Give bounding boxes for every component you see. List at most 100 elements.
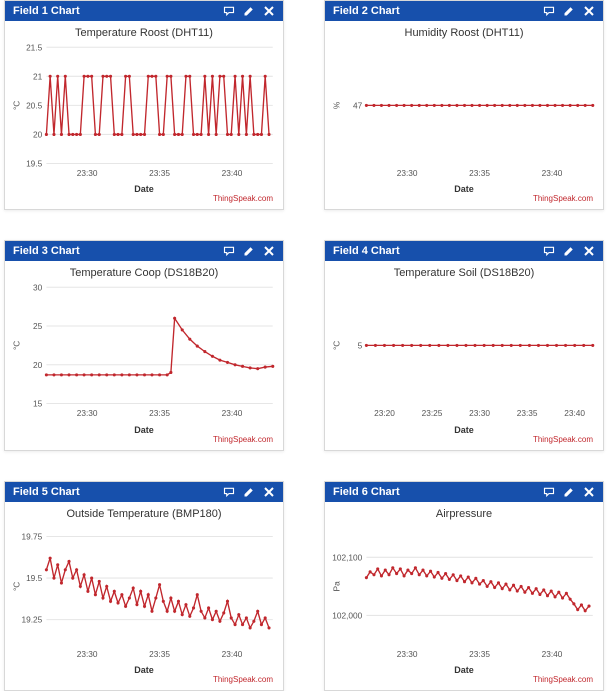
series-marker bbox=[425, 574, 428, 577]
comment-icon[interactable] bbox=[543, 486, 555, 498]
series-marker bbox=[561, 104, 564, 107]
series-marker bbox=[418, 573, 421, 576]
series-marker bbox=[52, 133, 55, 136]
series-marker bbox=[249, 626, 252, 629]
series-marker bbox=[380, 104, 383, 107]
series-marker bbox=[226, 361, 229, 364]
xtick-label: 23:40 bbox=[542, 168, 563, 178]
close-icon[interactable] bbox=[583, 486, 595, 498]
series-marker bbox=[463, 580, 466, 583]
attribution-link[interactable]: ThingSpeak.com bbox=[9, 435, 279, 448]
edit-icon[interactable] bbox=[563, 486, 575, 498]
series-marker bbox=[237, 613, 240, 616]
series-marker bbox=[200, 609, 203, 612]
ytick-label: 20.5 bbox=[26, 100, 43, 110]
series-marker bbox=[554, 104, 557, 107]
attribution-link[interactable]: ThingSpeak.com bbox=[329, 435, 599, 448]
series-line bbox=[46, 319, 272, 376]
comment-icon[interactable] bbox=[543, 5, 555, 17]
series-marker bbox=[271, 365, 274, 368]
edit-icon[interactable] bbox=[243, 486, 255, 498]
series-marker bbox=[512, 583, 515, 586]
series-line bbox=[366, 568, 589, 611]
edit-icon[interactable] bbox=[243, 245, 255, 257]
series-marker bbox=[218, 75, 221, 78]
series-marker bbox=[94, 593, 97, 596]
series-marker bbox=[124, 605, 127, 608]
chart-svg: 15202530°C23:3023:3523:40 bbox=[9, 281, 279, 426]
series-marker bbox=[473, 344, 476, 347]
comment-icon[interactable] bbox=[223, 245, 235, 257]
chart-svg: 5°C23:2023:2523:3023:3523:40 bbox=[329, 281, 599, 426]
series-marker bbox=[135, 374, 138, 377]
chart-wrap: Temperature Soil (DS18B20)5°C23:2023:252… bbox=[325, 261, 603, 449]
ytick-label: 30 bbox=[33, 283, 43, 293]
series-marker bbox=[455, 104, 458, 107]
series-marker bbox=[67, 374, 70, 377]
series-marker bbox=[83, 573, 86, 576]
series-marker bbox=[86, 590, 89, 593]
series-marker bbox=[384, 568, 387, 571]
series-marker bbox=[555, 344, 558, 347]
xtick-label: 23:30 bbox=[77, 649, 98, 659]
series-marker bbox=[401, 344, 404, 347]
series-marker bbox=[264, 75, 267, 78]
y-axis-label: °C bbox=[11, 581, 21, 590]
attribution-link[interactable]: ThingSpeak.com bbox=[329, 194, 599, 207]
series-marker bbox=[234, 75, 237, 78]
x-axis-label: Date bbox=[329, 425, 599, 435]
series-marker bbox=[116, 133, 119, 136]
series-marker bbox=[474, 576, 477, 579]
ytick-label: 20 bbox=[33, 130, 43, 140]
series-marker bbox=[49, 75, 52, 78]
series-marker bbox=[147, 75, 150, 78]
series-marker bbox=[591, 104, 594, 107]
close-icon[interactable] bbox=[583, 245, 595, 257]
series-marker bbox=[188, 614, 191, 617]
series-marker bbox=[399, 567, 402, 570]
series-marker bbox=[252, 133, 255, 136]
comment-icon[interactable] bbox=[223, 5, 235, 17]
series-marker bbox=[234, 623, 237, 626]
edit-icon[interactable] bbox=[563, 245, 575, 257]
close-icon[interactable] bbox=[583, 5, 595, 17]
series-marker bbox=[135, 603, 138, 606]
series-marker bbox=[60, 374, 63, 377]
series-marker bbox=[181, 329, 184, 332]
series-marker bbox=[433, 575, 436, 578]
series-marker bbox=[520, 585, 523, 588]
series-marker bbox=[256, 367, 259, 370]
ytick-label: 21.5 bbox=[26, 42, 43, 52]
series-marker bbox=[365, 576, 368, 579]
comment-icon[interactable] bbox=[223, 486, 235, 498]
x-axis-label: Date bbox=[9, 425, 279, 435]
series-marker bbox=[260, 623, 263, 626]
edit-icon[interactable] bbox=[563, 5, 575, 17]
series-marker bbox=[425, 104, 428, 107]
series-marker bbox=[75, 133, 78, 136]
attribution-link[interactable]: ThingSpeak.com bbox=[9, 675, 279, 688]
series-marker bbox=[264, 616, 267, 619]
series-marker bbox=[196, 593, 199, 596]
attribution-link[interactable]: ThingSpeak.com bbox=[329, 675, 599, 688]
comment-icon[interactable] bbox=[543, 245, 555, 257]
series-marker bbox=[436, 571, 439, 574]
close-icon[interactable] bbox=[263, 486, 275, 498]
close-icon[interactable] bbox=[263, 5, 275, 17]
series-marker bbox=[433, 104, 436, 107]
series-marker bbox=[448, 578, 451, 581]
xtick-label: 23:40 bbox=[564, 408, 585, 418]
series-marker bbox=[418, 104, 421, 107]
close-icon[interactable] bbox=[263, 245, 275, 257]
series-marker bbox=[79, 585, 82, 588]
series-marker bbox=[440, 104, 443, 107]
ytick-label: 21 bbox=[33, 71, 43, 81]
series-marker bbox=[132, 133, 135, 136]
attribution-link[interactable]: ThingSpeak.com bbox=[9, 194, 279, 207]
chart-wrap: Temperature Coop (DS18B20)15202530°C23:3… bbox=[5, 261, 283, 449]
series-marker bbox=[101, 75, 104, 78]
series-marker bbox=[576, 104, 579, 107]
series-marker bbox=[207, 133, 210, 136]
series-marker bbox=[406, 568, 409, 571]
edit-icon[interactable] bbox=[243, 5, 255, 17]
